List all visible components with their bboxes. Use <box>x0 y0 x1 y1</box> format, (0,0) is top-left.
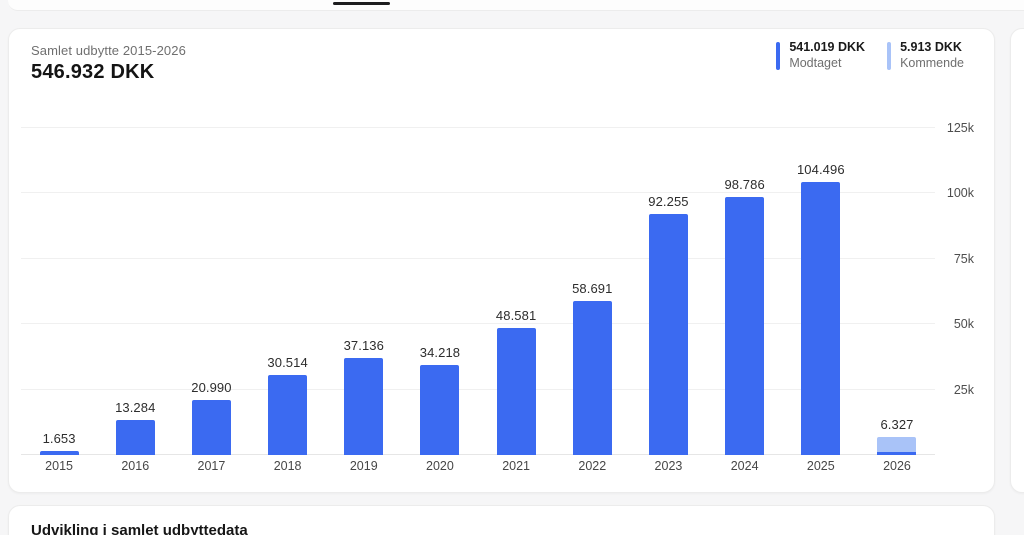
gridline <box>21 192 935 194</box>
x-axis-labels: 2015 2016 2017 2018 2019 2020 2021 2022 2023 2024… <box>21 459 935 473</box>
y-axis-label: 75k <box>953 251 974 266</box>
legend-value: 541.019 DKK <box>789 40 866 54</box>
bar-slot: 6.327 <box>859 101 935 455</box>
gridline <box>21 127 935 128</box>
y-axis-label: 100k <box>946 186 974 201</box>
x-axis-label-2018: 2018 <box>273 459 302 473</box>
legend-item-modtaget: 541.019 DKK Modtaget <box>776 40 865 70</box>
bar-segment-modtaget <box>572 301 612 455</box>
x-axis-label-2021: 2021 <box>502 459 531 473</box>
bar-segment-modtaget <box>268 375 308 455</box>
bar-2018[interactable] <box>268 375 308 455</box>
dividend-chart-card: Samlet udbytte 2015-2026 546.932 DKK 541… <box>8 28 995 493</box>
chart-header: Samlet udbytte 2015-2026 546.932 DKK <box>31 43 186 84</box>
legend-swatch-modtaget <box>776 42 781 70</box>
y-axis-label: 125k <box>946 121 974 135</box>
x-axis-label-2025: 2025 <box>806 459 835 473</box>
active-tab-underline[interactable] <box>333 2 390 5</box>
bar-segment-modtaget <box>191 400 231 455</box>
bar-chart-plot-area: 1.653 13.284 20.990 30.514 37.136 34.218 48.58… <box>21 101 935 455</box>
bar-2019[interactable] <box>344 358 384 455</box>
bar-2025[interactable] <box>801 182 841 455</box>
x-axis-label-2026: 2026 <box>883 459 911 473</box>
bar-segment-modtaget <box>648 214 688 455</box>
bar-slot: 98.786 <box>707 101 783 455</box>
bar-slot: 48.581 <box>478 101 554 455</box>
bar-value-label: 104.496 <box>796 162 845 177</box>
tab-bar-bottom <box>8 0 1024 11</box>
bar-segment-modtaget <box>877 452 917 455</box>
bar-2026[interactable] <box>877 437 917 455</box>
bar-segment-modtaget <box>801 182 841 455</box>
gridline <box>21 257 935 259</box>
legend-value: 5.913 DKK <box>900 40 962 54</box>
chart-subtitle: Samlet udbytte 2015-2026 <box>31 43 186 58</box>
bar-segment-modtaget <box>39 451 79 455</box>
legend-label: Modtaget <box>789 56 842 70</box>
legend-label: Kommende <box>900 56 964 70</box>
gridline <box>21 323 935 325</box>
bar-2021[interactable] <box>496 328 536 455</box>
x-axis-label-2022: 2022 <box>578 459 607 473</box>
gridline <box>21 388 935 390</box>
bar-2024[interactable] <box>725 197 765 455</box>
bar-value-label: 1.653 <box>42 431 76 446</box>
bars-row: 1.653 13.284 20.990 30.514 37.136 34.218 48.58… <box>21 101 935 455</box>
bar-value-label: 13.284 <box>115 400 156 415</box>
bottom-section-card: Udvikling i samlet udbyttedata <box>8 505 995 535</box>
bar-segment-modtaget <box>420 365 460 455</box>
x-axis-label-2017: 2017 <box>197 459 226 473</box>
x-axis-label-2019: 2019 <box>349 459 378 473</box>
bar-segment-modtaget <box>344 358 384 455</box>
bar-2016[interactable] <box>115 420 155 455</box>
x-axis-label-2024: 2024 <box>730 459 759 473</box>
adjacent-card-edge <box>1010 28 1024 493</box>
x-axis-label-2020: 2020 <box>426 459 454 473</box>
bar-segment-kommende <box>877 437 917 452</box>
bar-segment-modtaget <box>496 328 536 455</box>
bar-2022[interactable] <box>572 301 612 455</box>
bar-2017[interactable] <box>191 400 231 455</box>
bar-value-label: 58.691 <box>572 281 613 296</box>
bar-value-label: 98.786 <box>724 177 765 192</box>
y-axis-label: 25k <box>953 382 974 397</box>
legend-item-kommende: 5.913 DKK Kommende <box>887 40 964 70</box>
bar-segment-modtaget <box>725 197 765 455</box>
bar-2020[interactable] <box>420 365 460 455</box>
bar-value-label: 37.136 <box>343 338 384 353</box>
bar-value-label: 48.581 <box>495 308 537 323</box>
x-axis-label-2015: 2015 <box>45 459 73 473</box>
bar-slot: 104.496 <box>783 101 859 455</box>
bar-value-label: 92.255 <box>648 194 689 209</box>
bar-slot: 20.990 <box>173 101 249 455</box>
bar-value-label: 30.514 <box>267 355 308 370</box>
bar-slot: 13.284 <box>97 101 173 455</box>
bar-value-label: 20.990 <box>191 380 232 395</box>
total-dividend-value: 546.932 DKK <box>31 61 155 83</box>
bar-slot: 30.514 <box>250 101 326 455</box>
x-axis-label-2016: 2016 <box>121 459 150 473</box>
bar-slot: 34.218 <box>402 101 478 455</box>
legend-swatch-kommende <box>887 42 892 70</box>
bar-slot: 58.691 <box>554 101 630 455</box>
chart-legend: 541.019 DKK Modtaget 5.913 DKK Kommende <box>776 40 964 70</box>
x-axis-baseline <box>21 454 935 455</box>
bar-value-label: 6.327 <box>880 417 914 432</box>
bar-slot: 1.653 <box>21 101 97 455</box>
bar-2015[interactable] <box>39 451 79 455</box>
x-axis-label-2023: 2023 <box>654 459 683 473</box>
bar-2023[interactable] <box>648 214 688 455</box>
y-axis-labels: 25k 50k 75k 100k 125k <box>934 101 974 455</box>
y-axis-label: 50k <box>953 317 974 332</box>
bottom-section-heading: Udvikling i samlet udbyttedata <box>31 522 248 535</box>
bar-value-label: 34.218 <box>419 345 461 360</box>
bar-segment-modtaget <box>115 420 155 455</box>
bar-slot: 37.136 <box>326 101 402 455</box>
bar-slot: 92.255 <box>630 101 706 455</box>
